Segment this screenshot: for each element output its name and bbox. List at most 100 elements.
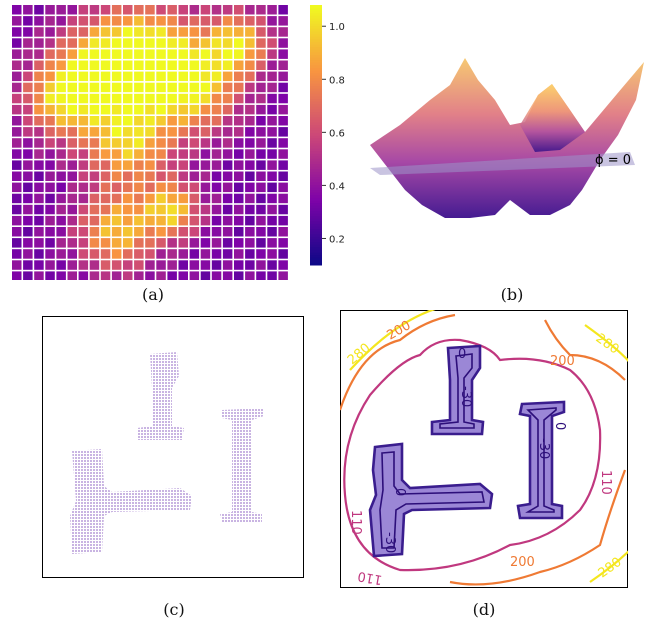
heatmap-cell xyxy=(23,60,33,70)
heatmap-cell xyxy=(100,238,111,248)
heatmap-cell xyxy=(245,138,255,148)
heatmap-cell xyxy=(256,82,266,93)
colorbar-segment xyxy=(310,226,322,230)
heatmap-cell xyxy=(56,104,66,115)
heatmap-cell xyxy=(34,227,44,237)
colorbar-segment xyxy=(310,70,322,74)
caption-c: (c) xyxy=(163,600,185,619)
heatmap-cell xyxy=(78,249,89,259)
heatmap-cell xyxy=(67,93,77,104)
heatmap-cell xyxy=(134,260,144,270)
heatmap-cell xyxy=(211,182,222,193)
heatmap-cell xyxy=(134,182,144,193)
heatmap-cell xyxy=(78,171,89,181)
heatmap-cell xyxy=(56,71,66,82)
heatmap-cell xyxy=(267,171,277,181)
heatmap-cell xyxy=(12,138,22,148)
heatmap-cell xyxy=(89,60,100,70)
heatmap-cell xyxy=(234,215,244,226)
colorbar-segment xyxy=(310,18,322,22)
heatmap-cell xyxy=(145,249,155,259)
heatmap-cell xyxy=(222,116,233,126)
colorbar-segment xyxy=(310,233,322,237)
heatmap-cell xyxy=(100,171,111,181)
heatmap-cell xyxy=(222,171,233,181)
colorbar-segment xyxy=(310,67,322,71)
heatmap-cell xyxy=(23,238,33,248)
heatmap-cell xyxy=(167,171,177,181)
heatmap-cell xyxy=(200,16,211,26)
colorbar-segment xyxy=(310,202,322,206)
heatmap-cell xyxy=(89,160,100,170)
colorbar-segment xyxy=(310,215,322,219)
heatmap-cell xyxy=(156,249,166,259)
heatmap-cell xyxy=(23,82,33,93)
heatmap-cell xyxy=(167,227,177,237)
heatmap-cell xyxy=(89,227,100,237)
colorbar-segment xyxy=(310,41,322,45)
heatmap-cell xyxy=(34,260,44,270)
heatmap-cell xyxy=(134,171,144,181)
heatmap-cell xyxy=(156,204,166,215)
colorbar-segment xyxy=(310,161,322,165)
heatmap-cell xyxy=(56,60,66,70)
contour-neg30 xyxy=(379,353,557,549)
heatmap-cell xyxy=(245,160,255,170)
heatmap-cell xyxy=(23,182,33,193)
heatmap-cell xyxy=(100,82,111,93)
colorbar-segment xyxy=(310,15,322,19)
heatmap-cell xyxy=(178,71,188,82)
heatmap-cell xyxy=(23,204,33,215)
heatmap-cell xyxy=(278,182,288,193)
heatmap-cell xyxy=(234,71,244,82)
heatmap-cell xyxy=(234,193,244,204)
heatmap-cell xyxy=(100,215,111,226)
heatmap-cell xyxy=(34,60,44,70)
heatmap-cell xyxy=(178,260,188,270)
colorbar-segment xyxy=(310,119,322,123)
heatmap-cell xyxy=(156,160,166,170)
heatmap-cell xyxy=(111,82,122,93)
heatmap-cell xyxy=(267,16,277,26)
colorbar-tick-label: 1.0 xyxy=(329,22,345,33)
colorbar-segment xyxy=(310,103,322,107)
colorbar-segment xyxy=(310,254,322,258)
heatmap-cell xyxy=(200,182,211,193)
heatmap-cell xyxy=(189,249,200,259)
heatmap-cell xyxy=(256,204,266,215)
heatmap-cell xyxy=(123,238,133,248)
heatmap-cell xyxy=(222,193,233,204)
heatmap-cell xyxy=(56,204,66,215)
shape-top-t xyxy=(137,352,184,440)
heatmap-cell xyxy=(256,16,266,26)
heatmap-cell xyxy=(23,16,33,26)
heatmap-cell xyxy=(145,204,155,215)
heatmap-cell xyxy=(23,38,33,48)
heatmap-cell xyxy=(145,49,155,59)
heatmap-cell xyxy=(145,127,155,137)
heatmap-cell xyxy=(156,60,166,70)
heatmap-cell xyxy=(167,104,177,115)
heatmap-cell xyxy=(245,182,255,193)
heatmap-cell xyxy=(100,182,111,193)
heatmap-cell xyxy=(178,16,188,26)
heatmap-cell xyxy=(234,5,244,15)
heatmap-cell xyxy=(23,227,33,237)
heatmap-cell xyxy=(178,60,188,70)
heatmap-cell xyxy=(111,215,122,226)
colorbar-segment xyxy=(310,12,322,16)
heatmap-cell xyxy=(145,238,155,248)
colorbar-segment xyxy=(310,31,322,35)
heatmap-cell xyxy=(145,116,155,126)
heatmap-cell xyxy=(245,116,255,126)
heatmap-cell xyxy=(211,116,222,126)
colorbar-segment xyxy=(310,200,322,204)
heatmap-cell xyxy=(145,60,155,70)
heatmap-cell xyxy=(100,16,111,26)
colorbar-segment xyxy=(310,62,322,66)
heatmap-cell xyxy=(178,149,188,159)
colorbar-segment xyxy=(310,168,322,172)
heatmap-cell xyxy=(123,249,133,259)
heatmap-cell xyxy=(23,116,33,126)
heatmap-cell xyxy=(89,93,100,104)
